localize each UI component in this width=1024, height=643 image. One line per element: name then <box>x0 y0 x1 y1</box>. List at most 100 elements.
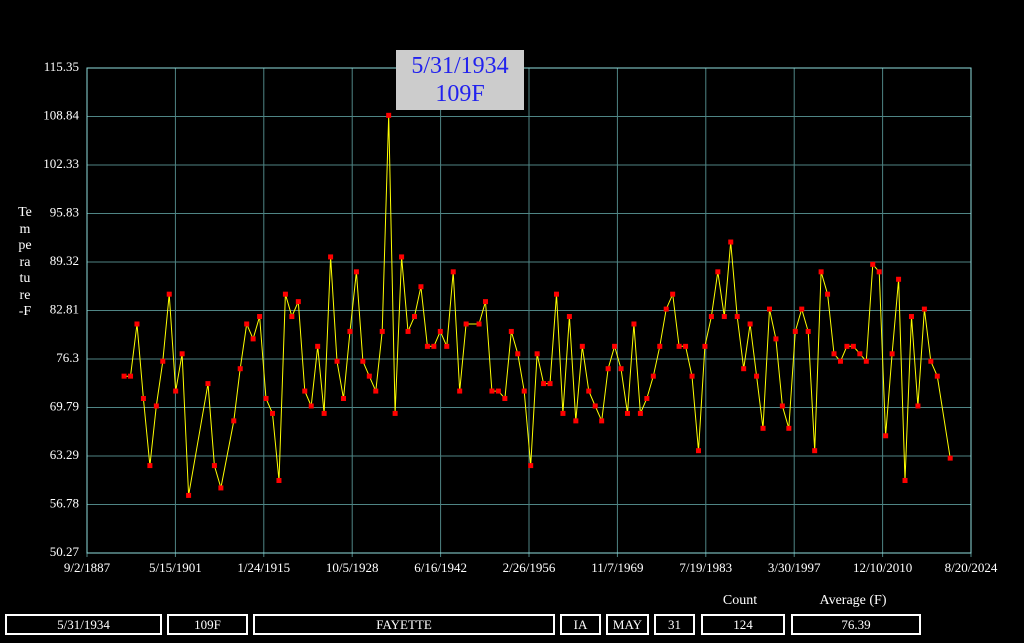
y-tick-label: 76.3 <box>56 350 79 365</box>
data-point <box>489 388 495 394</box>
y-tick-label: 82.81 <box>50 301 79 316</box>
plot-border <box>86 67 972 554</box>
data-point <box>844 343 850 349</box>
data-point <box>689 373 695 379</box>
data-point <box>541 381 547 387</box>
data-point <box>392 410 398 416</box>
data-point <box>373 388 379 394</box>
station-field: FAYETTE <box>253 614 555 635</box>
data-point <box>482 299 488 305</box>
data-point <box>128 373 134 379</box>
data-point <box>663 306 669 312</box>
data-point <box>508 328 514 334</box>
data-point <box>870 261 876 267</box>
data-point <box>831 351 837 357</box>
x-tick-label: 1/24/1915 <box>237 560 290 575</box>
data-point <box>276 477 282 483</box>
x-tick-label: 2/26/1956 <box>503 560 556 575</box>
data-point <box>857 351 863 357</box>
data-point <box>257 314 263 320</box>
data-point <box>405 328 411 334</box>
data-point <box>476 321 482 327</box>
data-point <box>173 388 179 394</box>
data-point <box>599 418 605 424</box>
annotation: 5/31/1934 109F <box>396 50 524 110</box>
data-point <box>883 433 889 439</box>
data-point <box>586 388 592 394</box>
data-point <box>379 328 385 334</box>
data-point <box>431 343 437 349</box>
data-point <box>328 254 334 260</box>
data-point <box>657 343 663 349</box>
data-point <box>747 321 753 327</box>
data-point <box>612 343 618 349</box>
y-tick-label: 115.35 <box>44 59 79 74</box>
y-tick-label: 63.29 <box>50 447 79 462</box>
average-field: 76.39 <box>791 614 921 635</box>
x-tick-label: 9/2/1887 <box>64 560 111 575</box>
y-tick-label: 56.78 <box>50 495 79 510</box>
data-point <box>579 343 585 349</box>
data-point <box>211 463 217 469</box>
data-point <box>921 306 927 312</box>
data-point <box>263 396 269 402</box>
data-point <box>676 343 682 349</box>
data-point <box>134 321 140 327</box>
data-point <box>186 492 192 498</box>
date-field: 5/31/1934 <box>5 614 162 635</box>
x-tick-label: 3/30/1997 <box>768 560 821 575</box>
data-point <box>147 463 153 469</box>
data-point <box>321 410 327 416</box>
data-point <box>270 410 276 416</box>
data-point <box>863 358 869 364</box>
data-point <box>592 403 598 409</box>
data-point <box>702 343 708 349</box>
data-point <box>818 269 824 275</box>
data-point <box>334 358 340 364</box>
x-tick-label: 7/19/1983 <box>679 560 732 575</box>
data-point <box>121 373 127 379</box>
data-point <box>773 336 779 342</box>
data-point <box>896 276 902 282</box>
data-point <box>618 366 624 372</box>
data-point <box>644 396 650 402</box>
count-field: 124 <box>701 614 785 635</box>
data-point <box>631 321 637 327</box>
x-tick-label: 8/20/2024 <box>945 560 998 575</box>
data-point <box>928 358 934 364</box>
data-point <box>302 388 308 394</box>
data-point <box>495 388 501 394</box>
y-tick-label: 108.84 <box>43 107 79 122</box>
x-tick-label: 6/16/1942 <box>414 560 467 575</box>
data-point <box>424 343 430 349</box>
data-point <box>153 403 159 409</box>
data-point <box>805 328 811 334</box>
data-point <box>708 314 714 320</box>
data-point <box>560 410 566 416</box>
data-point <box>760 425 766 431</box>
data-point <box>534 351 540 357</box>
data-point <box>218 485 224 491</box>
data-point <box>947 455 953 461</box>
data-point <box>386 112 392 118</box>
month-field: MAY <box>606 614 649 635</box>
data-point <box>779 403 785 409</box>
data-point <box>683 343 689 349</box>
data-point <box>521 388 527 394</box>
data-point <box>850 343 856 349</box>
data-point <box>160 358 166 364</box>
y-tick-label: 69.79 <box>50 399 79 414</box>
data-point <box>553 291 559 297</box>
data-point <box>670 291 676 297</box>
x-tick-label: 5/15/1901 <box>149 560 202 575</box>
data-point <box>715 269 721 275</box>
data-point <box>450 269 456 275</box>
data-point <box>934 373 940 379</box>
x-tick-label: 11/7/1969 <box>591 560 643 575</box>
data-point <box>902 477 908 483</box>
temp-field: 109F <box>167 614 248 635</box>
data-point <box>566 314 572 320</box>
data-point <box>825 291 831 297</box>
